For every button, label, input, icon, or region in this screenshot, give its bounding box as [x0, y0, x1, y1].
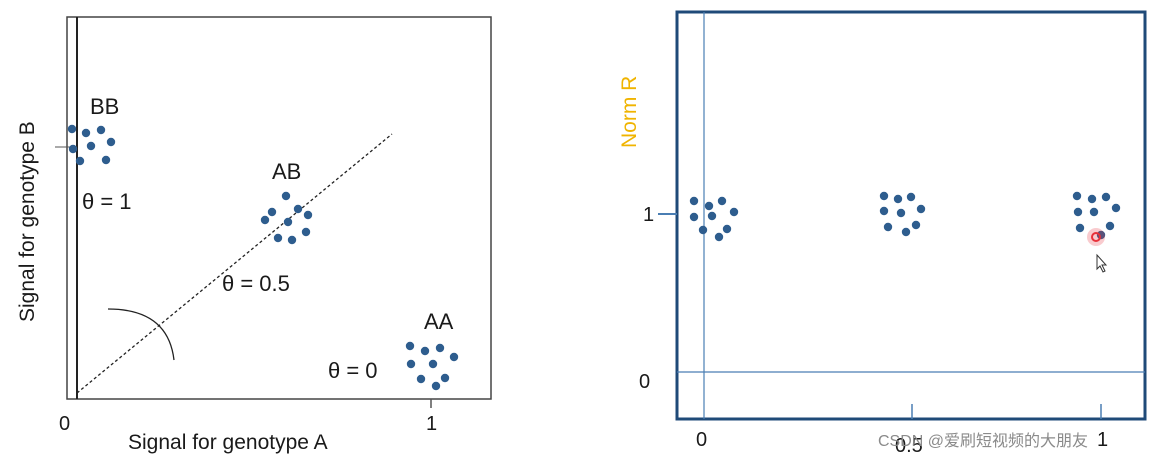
- cluster-aa-dot: [449, 352, 459, 362]
- cluster-bb-dot: [106, 137, 116, 147]
- cursor-highlight-ring: [1091, 232, 1101, 242]
- cluster-bb-dot: [67, 124, 77, 134]
- cluster-left-dot: [729, 207, 739, 217]
- cluster-bb-dot: [75, 156, 85, 166]
- right-plot-frame: [675, 10, 1147, 421]
- cluster-mid-dot: [896, 208, 906, 218]
- cluster-bb-dot: [96, 125, 106, 135]
- cluster-left-dot: [704, 201, 714, 211]
- cluster-left-dot: [717, 196, 727, 206]
- cluster-mid-dot: [879, 191, 889, 201]
- right-x-tick-label-half: 0.5: [895, 435, 923, 457]
- cluster-aa-dot: [420, 346, 430, 356]
- cluster-bb-dot: [81, 128, 91, 138]
- cluster-mid-dot: [883, 222, 893, 232]
- cluster-left-dot: [714, 232, 724, 242]
- cluster-ab-dot: [283, 217, 293, 227]
- cluster-bb-dot: [101, 155, 111, 165]
- left-x-max-label: 1: [426, 413, 437, 435]
- right-y-tick-label-0: 0: [639, 371, 650, 393]
- right-x-tick-label-0: 0: [696, 429, 707, 451]
- cluster-left-dot: [722, 224, 732, 234]
- cluster-label-aa: AA: [424, 309, 454, 334]
- norm-r-axis-title: Norm R: [618, 76, 641, 148]
- cluster-mid-dot: [911, 220, 921, 230]
- cluster-aa-dot: [416, 374, 426, 384]
- right-plot: Norm R 1 0 0 0.5 1: [618, 10, 1147, 457]
- cluster-aa-dot: [406, 359, 416, 369]
- left-y-axis-title: Signal for genotype B: [16, 121, 39, 322]
- theta-label-ab: θ = 0.5: [222, 271, 290, 296]
- cluster-left-dot: [698, 225, 708, 235]
- cluster-mid-dot: [906, 192, 916, 202]
- cluster-right-dot: [1101, 192, 1111, 202]
- cluster-aa-dot: [428, 359, 438, 369]
- cluster-right-dot: [1111, 203, 1121, 213]
- cluster-right-dot: [1087, 194, 1097, 204]
- cursor-highlight-glow: [1087, 228, 1105, 246]
- cluster-bb-dot: [86, 141, 96, 151]
- right-dot-clusters: [689, 191, 1121, 242]
- left-plot: BB θ = 1 AB θ = 0.5 AA θ = 0 0 1 Signal …: [16, 16, 492, 454]
- cluster-ab-dot: [273, 233, 283, 243]
- theta-label-aa: θ = 0: [328, 358, 378, 383]
- cluster-bb-dot: [68, 144, 78, 154]
- cluster-ab-dot: [260, 215, 270, 225]
- cluster-ab-dot: [281, 191, 291, 201]
- cluster-right-dot: [1105, 221, 1115, 231]
- cluster-mid-dot: [879, 206, 889, 216]
- left-dot-clusters: [67, 124, 459, 391]
- left-x-origin-label: 0: [59, 413, 70, 435]
- cluster-aa-dot: [440, 373, 450, 383]
- cluster-right-dot: [1096, 230, 1106, 240]
- cluster-aa-dot: [435, 343, 445, 353]
- cluster-aa-dot: [431, 381, 441, 391]
- cluster-label-bb: BB: [90, 94, 119, 119]
- cluster-left-dot: [689, 212, 699, 222]
- cluster-right-dot: [1089, 207, 1099, 217]
- right-x-tick-label-1: 1: [1097, 429, 1108, 451]
- cluster-aa-dot: [405, 341, 415, 351]
- cluster-ab-dot: [267, 207, 277, 217]
- cluster-mid-dot: [901, 227, 911, 237]
- cluster-ab-dot: [287, 235, 297, 245]
- theta-half-diagonal: [76, 133, 393, 394]
- theta-label-bb: θ = 1: [82, 189, 132, 214]
- left-plot-frame: [66, 16, 492, 400]
- cluster-left-dot: [689, 196, 699, 206]
- cluster-mid-dot: [893, 194, 903, 204]
- angle-arc: [107, 308, 175, 361]
- cluster-ab-dot: [303, 210, 313, 220]
- mouse-pointer-icon: [1096, 253, 1108, 273]
- csdn-watermark: CSDN @爱刷短视频的大朋友: [878, 432, 1088, 450]
- cluster-right-dot: [1075, 223, 1085, 233]
- cluster-right-dot: [1073, 207, 1083, 217]
- cluster-left-dot: [707, 211, 717, 221]
- cluster-ab-dot: [293, 204, 303, 214]
- left-x-axis-title: Signal for genotype A: [128, 431, 328, 454]
- right-y-tick-label-1: 1: [643, 204, 654, 226]
- cluster-ab-dot: [301, 227, 311, 237]
- cluster-right-dot: [1072, 191, 1082, 201]
- cluster-label-ab: AB: [272, 159, 301, 184]
- cluster-mid-dot: [916, 204, 926, 214]
